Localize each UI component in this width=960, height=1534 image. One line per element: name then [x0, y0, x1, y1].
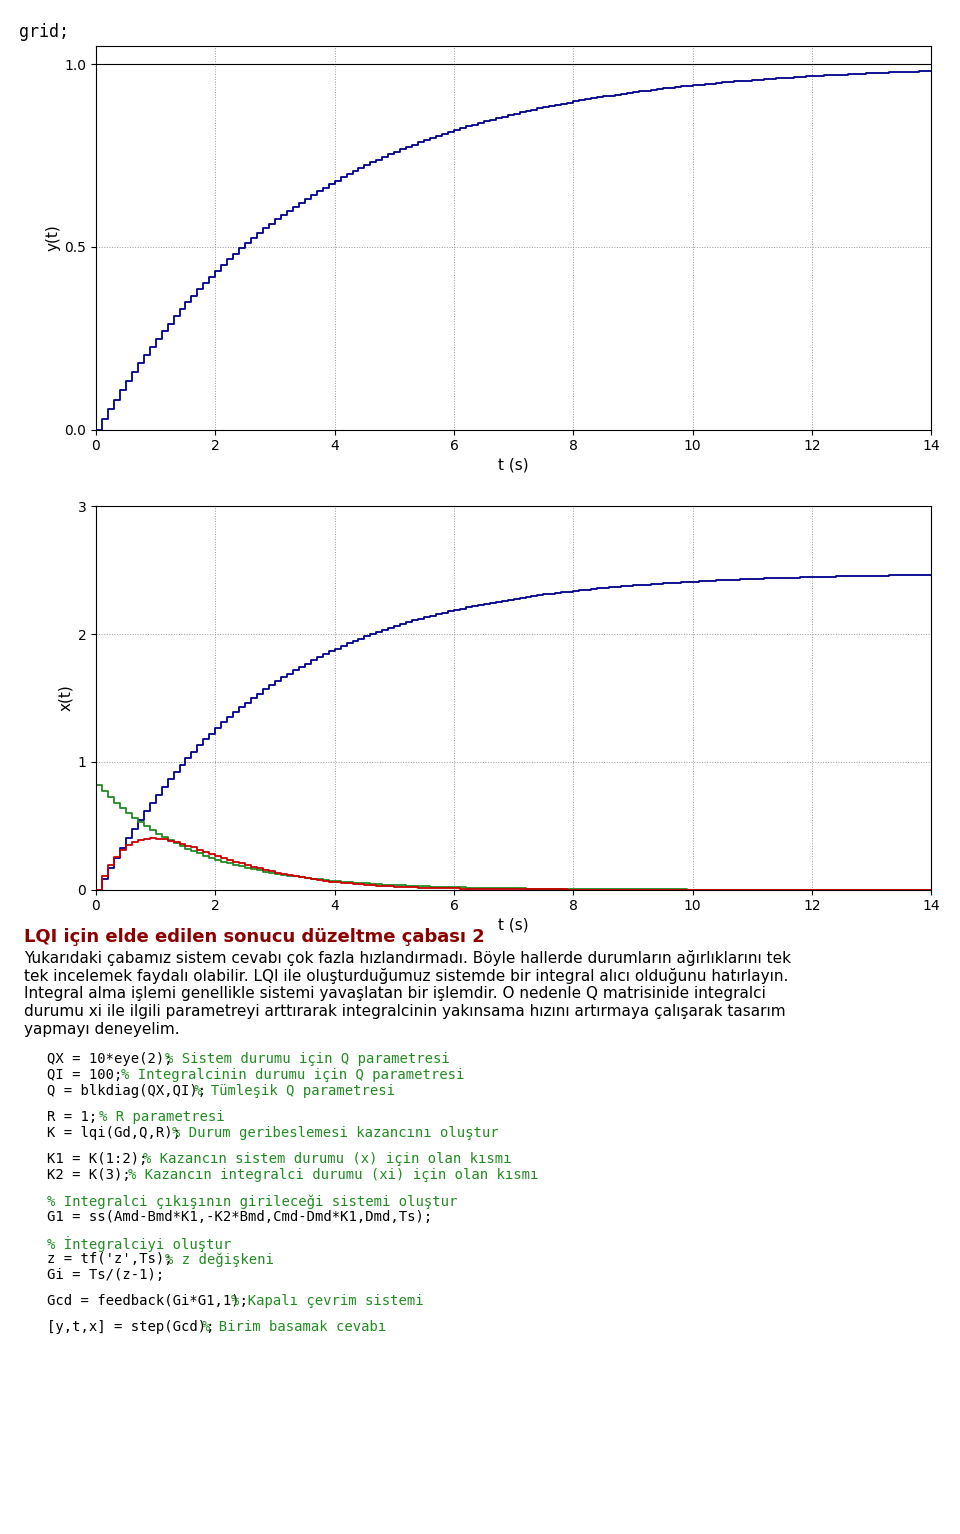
Text: LQI için elde edilen sonucu düzeltme çabası 2: LQI için elde edilen sonucu düzeltme çab… [24, 928, 485, 946]
Text: Gcd = feedback(Gi*G1,1);: Gcd = feedback(Gi*G1,1); [47, 1295, 256, 1309]
X-axis label: t (s): t (s) [498, 917, 529, 933]
Text: QX = 10*eye(2);: QX = 10*eye(2); [47, 1052, 181, 1066]
Text: % R parametresi: % R parametresi [99, 1111, 225, 1124]
Text: % Integralci çıkışının girileceği sistemi oluştur: % Integralci çıkışının girileceği sistem… [47, 1195, 458, 1209]
Text: % Kapalı çevrim sistemi: % Kapalı çevrim sistemi [231, 1295, 423, 1309]
X-axis label: t (s): t (s) [498, 457, 529, 472]
Text: % Tümleşik Q parametresi: % Tümleşik Q parametresi [194, 1085, 396, 1098]
Text: K2 = K(3);: K2 = K(3); [47, 1169, 139, 1183]
Text: % Birim basamak cevabı: % Birim basamak cevabı [202, 1321, 386, 1335]
Y-axis label: y(t): y(t) [45, 224, 60, 252]
Y-axis label: x(t): x(t) [59, 684, 73, 712]
Text: G1 = ss(Amd-Bmd*K1,-K2*Bmd,Cmd-Dmd*K1,Dmd,Ts);: G1 = ss(Amd-Bmd*K1,-K2*Bmd,Cmd-Dmd*K1,Dm… [47, 1210, 432, 1224]
Text: Yukarıdaki çabamız sistem cevabı çok fazla hızlandırmadı. Böyle hallerde durumla: Yukarıdaki çabamız sistem cevabı çok faz… [24, 951, 791, 966]
Text: % İntegralciyi oluştur: % İntegralciyi oluştur [47, 1236, 231, 1252]
Text: Gi = Ts/(z-1);: Gi = Ts/(z-1); [47, 1269, 164, 1282]
Text: Q = blkdiag(QX,QI);: Q = blkdiag(QX,QI); [47, 1085, 215, 1098]
Text: R = 1;: R = 1; [47, 1111, 106, 1124]
Text: % Kazancın integralci durumu (xi) için olan kısmı: % Kazancın integralci durumu (xi) için o… [128, 1169, 539, 1183]
Text: [y,t,x] = step(Gcd);: [y,t,x] = step(Gcd); [47, 1321, 223, 1335]
Text: K1 = K(1:2);: K1 = K(1:2); [47, 1152, 156, 1166]
Text: QI = 100;: QI = 100; [47, 1068, 131, 1083]
Text: % Integralcinin durumu için Q parametresi: % Integralcinin durumu için Q parametres… [121, 1068, 464, 1083]
Text: durumu xi ile ilgili parametreyi arttırarak integralcinin yakınsama hızını artır: durumu xi ile ilgili parametreyi arttıra… [24, 1005, 785, 1020]
Text: yapmayı deneyelim.: yapmayı deneyelim. [24, 1022, 180, 1037]
Text: % Sistem durumu için Q parametresi: % Sistem durumu için Q parametresi [165, 1052, 449, 1066]
Text: tek incelemek faydalı olabilir. LQI ile oluşturduğumuz sistemde bir integral alı: tek incelemek faydalı olabilir. LQI ile … [24, 968, 788, 985]
Text: % Kazancın sistem durumu (x) için olan kısmı: % Kazancın sistem durumu (x) için olan k… [143, 1152, 512, 1166]
Text: Integral alma işlemi genellikle sistemi yavaşlatan bir işlemdir. O nedenle Q mat: Integral alma işlemi genellikle sistemi … [24, 986, 766, 1002]
Text: K = lqi(Gd,Q,R);: K = lqi(Gd,Q,R); [47, 1126, 189, 1140]
Text: grid;: grid; [19, 23, 69, 41]
Text: % z değişkeni: % z değişkeni [165, 1252, 274, 1267]
Text: % Durum geribeslemesi kazancını oluştur: % Durum geribeslemesi kazancını oluştur [172, 1126, 499, 1140]
Text: z = tf('z',Ts);: z = tf('z',Ts); [47, 1252, 181, 1267]
